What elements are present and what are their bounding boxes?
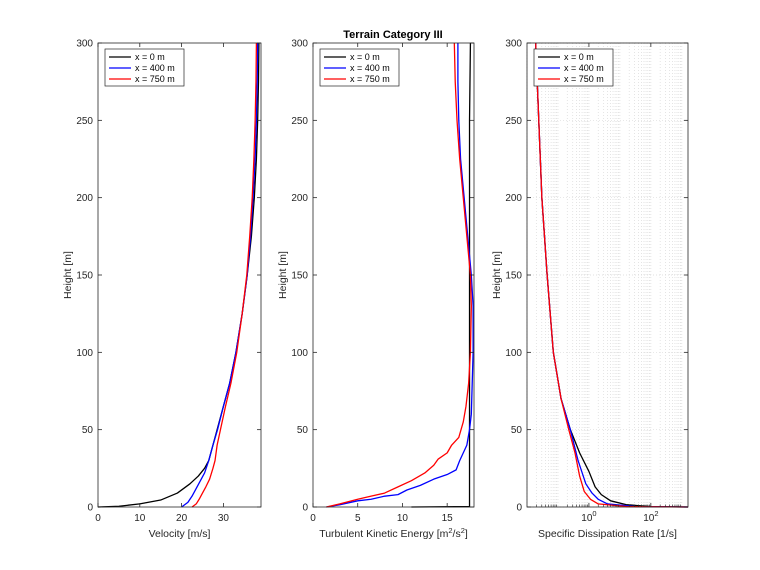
y-tick-label: 50 xyxy=(297,425,309,436)
legend-entry-2: x = 400 m xyxy=(350,63,390,73)
x-tick-label: 0 xyxy=(95,513,101,524)
x-tick-label: 10 xyxy=(397,513,409,524)
plot-area xyxy=(313,43,474,507)
series-line-3 xyxy=(326,42,472,508)
series-line-1 xyxy=(411,42,472,508)
x-axis-label: Turbulent Kinetic Energy [m2/s2] xyxy=(319,526,468,540)
x-tick-label: 0 xyxy=(310,513,316,524)
legend: x = 0 mx = 400 mx = 750 m xyxy=(319,48,400,87)
x-tick-label: 100 xyxy=(581,509,596,524)
y-tick-label: 100 xyxy=(291,348,308,359)
plot-area xyxy=(98,43,261,507)
x-tick-label: 15 xyxy=(442,513,454,524)
y-tick-label: 0 xyxy=(87,503,93,514)
legend-entry-3: x = 750 m xyxy=(350,74,390,84)
y-tick-label: 250 xyxy=(76,116,93,127)
x-axis-label: Velocity [m/s] xyxy=(149,528,211,540)
panel-2: 0 50 100 150 200 250 300 0 5 10 15 Turbulent Kineti… xyxy=(277,39,475,540)
y-tick-label: 300 xyxy=(76,39,93,50)
legend-entry-3: x = 750 m xyxy=(564,74,604,84)
series-line-3 xyxy=(191,42,258,508)
legend-entry-1: x = 0 m xyxy=(564,52,594,62)
x-tick-label: 30 xyxy=(218,513,230,524)
legend-entry-2: x = 400 m xyxy=(564,63,604,73)
x-tick-label: 10 xyxy=(134,513,146,524)
y-tick-label: 0 xyxy=(516,503,522,514)
x-tick-label: 102 xyxy=(643,509,658,524)
panel-3: 0 50 100 150 200 250 300 100 102 Specific Dissipa… xyxy=(491,39,689,540)
y-tick-label: 150 xyxy=(505,271,522,282)
x-tick-label: 20 xyxy=(176,513,188,524)
y-axis-label: Height [m] xyxy=(277,251,289,299)
x-axis-label: Specific Dissipation Rate [1/s] xyxy=(538,528,677,540)
y-tick-label: 100 xyxy=(76,348,93,359)
series-line-3 xyxy=(535,42,689,508)
y-tick-label: 0 xyxy=(302,503,308,514)
y-tick-label: 50 xyxy=(82,425,94,436)
y-tick-label: 300 xyxy=(291,39,308,50)
y-axis-label: Height [m] xyxy=(62,251,74,299)
y-tick-label: 50 xyxy=(511,425,523,436)
legend-entry-1: x = 0 m xyxy=(350,52,380,62)
y-tick-label: 200 xyxy=(505,193,522,204)
y-tick-label: 250 xyxy=(291,116,308,127)
legend: x = 0 mx = 400 mx = 750 m xyxy=(104,48,185,87)
y-tick-label: 200 xyxy=(76,193,93,204)
panel-1: 0 50 100 150 200 250 300 0 10 20 30 Velocity [m/s] H… xyxy=(62,39,262,540)
figure-title: Terrain Category III xyxy=(343,29,442,41)
legend-entry-2: x = 400 m xyxy=(135,63,175,73)
y-tick-label: 250 xyxy=(505,116,522,127)
y-tick-label: 150 xyxy=(291,271,308,282)
y-axis-label: Height [m] xyxy=(491,251,503,299)
legend-entry-3: x = 750 m xyxy=(135,74,175,84)
x-tick-label: 5 xyxy=(355,513,361,524)
y-tick-label: 150 xyxy=(76,271,93,282)
grid-lines xyxy=(526,42,688,508)
series-line-2 xyxy=(326,43,474,508)
y-tick-label: 300 xyxy=(505,39,522,50)
series-line-2 xyxy=(181,42,259,508)
y-tick-label: 200 xyxy=(291,193,308,204)
legend: x = 0 mx = 400 mx = 750 m xyxy=(533,48,614,87)
y-tick-label: 100 xyxy=(505,348,522,359)
legend-entry-1: x = 0 m xyxy=(135,52,165,62)
